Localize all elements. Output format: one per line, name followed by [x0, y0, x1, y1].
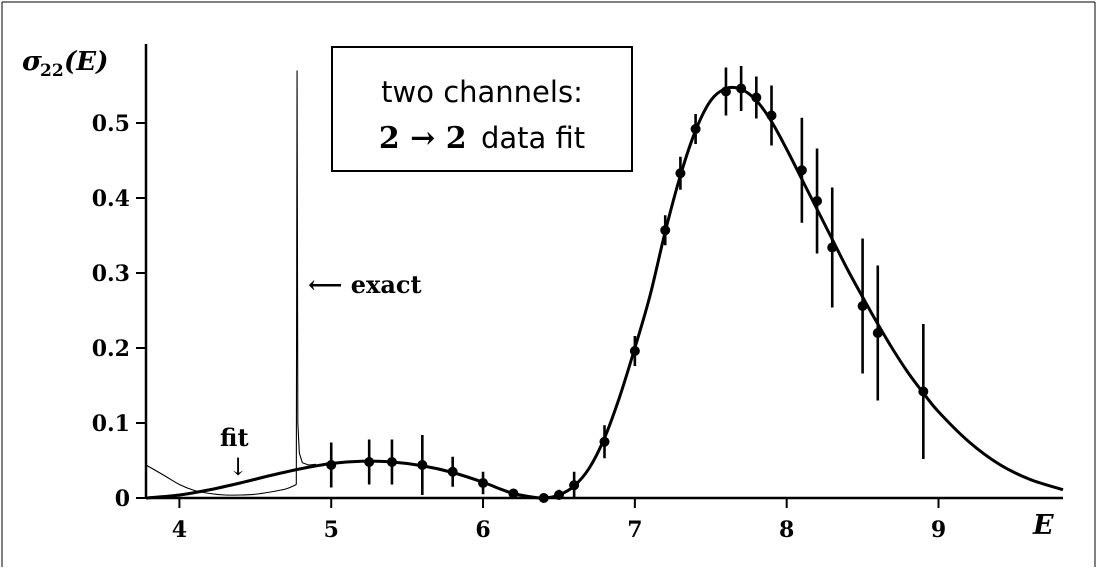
data-point — [478, 478, 489, 488]
y-tick-label: 0.5 — [92, 111, 130, 137]
x-tick-label: 6 — [475, 517, 490, 543]
data-point — [508, 488, 519, 499]
exact-curve — [145, 464, 297, 496]
data-point — [857, 301, 868, 311]
data-point — [827, 242, 838, 253]
data-point — [553, 490, 564, 500]
y-tick-label: 0 — [115, 486, 130, 512]
data-point — [675, 168, 686, 179]
annotation-fit: fit — [220, 423, 249, 452]
x-axis-label: E — [1032, 510, 1054, 541]
y-tick-label: 0.2 — [92, 336, 130, 362]
y-label-main: σ — [22, 46, 42, 77]
fit-curve — [145, 85, 1064, 500]
data-point — [872, 328, 883, 338]
legend-line-2-rest: data fit — [472, 121, 585, 155]
y-label-sub: 22 — [40, 61, 64, 81]
annotation-fit-arrow: ↓ — [228, 453, 248, 481]
data-point — [629, 346, 640, 356]
data-point — [538, 493, 549, 503]
annotation-exact: ⟵ exact — [308, 270, 422, 299]
y-tick-label: 0.4 — [92, 186, 130, 212]
data-point — [660, 225, 671, 236]
exact-curve — [295, 70, 317, 485]
legend-line-2-bold: 2 → 2 — [379, 121, 467, 156]
x-tick-label: 4 — [172, 517, 187, 543]
data-point — [720, 86, 731, 97]
legend-line-1: two channels: — [381, 75, 583, 109]
data-point — [326, 460, 337, 470]
x-tick-label: 7 — [627, 517, 642, 543]
data-point — [812, 196, 823, 206]
data-point — [599, 436, 610, 447]
x-tick-label: 9 — [931, 517, 946, 543]
data-point — [736, 83, 747, 94]
legend-line-2: 2 → 2 data fit — [379, 121, 585, 156]
data-point — [690, 124, 701, 134]
data-point — [417, 460, 428, 470]
data-point — [447, 466, 458, 477]
fit-curves — [145, 70, 1064, 500]
data-point — [751, 92, 762, 103]
legend-box-border — [331, 46, 633, 172]
data-point — [364, 457, 375, 467]
data-point — [796, 165, 807, 176]
y-tick-label: 0.3 — [92, 261, 130, 287]
data-points — [326, 66, 929, 503]
x-tick-label: 8 — [779, 517, 794, 543]
y-label-args: (E) — [64, 47, 108, 77]
y-axis-label: σ 22 (E) — [22, 46, 108, 81]
data-point — [386, 457, 397, 467]
axis-ticks: 4 5 6 7 8 9 0 0.1 0.2 0.3 0.4 0.5 — [92, 111, 946, 543]
legend-box: two channels: 2 → 2 data fit — [331, 46, 633, 172]
y-tick-label: 0.1 — [92, 411, 130, 437]
x-tick-label: 5 — [324, 517, 339, 543]
data-point — [766, 110, 777, 121]
data-point — [569, 480, 580, 491]
data-point — [918, 386, 929, 397]
